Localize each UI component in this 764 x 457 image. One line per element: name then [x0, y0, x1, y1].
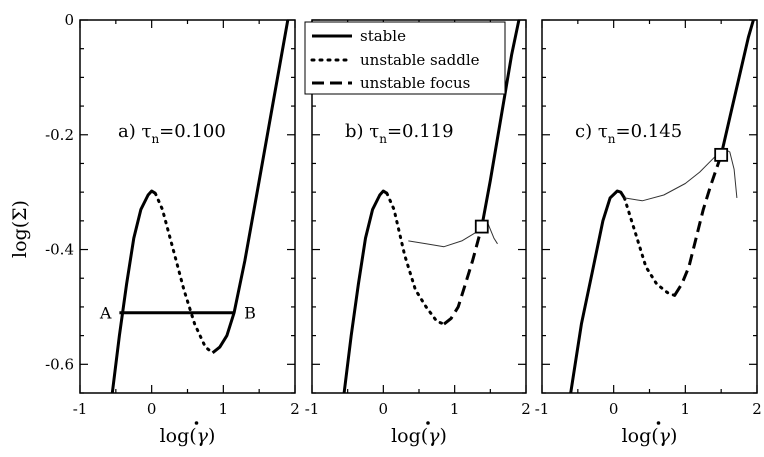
legend-label-focus: unstable focus: [360, 74, 470, 92]
x-tick-label: 0: [379, 400, 389, 418]
panel-a: -1 0 1 2 0 -0.2 -0.4 -0.6 A Ba) τn=0.100: [45, 11, 300, 418]
legend: stable unstable saddle unstable focus: [304, 21, 506, 95]
x-tick-label: -1: [535, 400, 550, 418]
legend-label-stable: stable: [360, 27, 406, 45]
gamma-dot: [426, 421, 430, 425]
y-axis-label: log(Σ): [9, 200, 31, 258]
y-tick-label: -0.6: [45, 355, 74, 373]
x-tick-label: 0: [147, 400, 157, 418]
series-dotted-1: [153, 191, 215, 355]
series-dotted-1: [385, 191, 446, 326]
x-tick-label: 1: [681, 400, 691, 418]
x-axis-label: log(γ): [622, 425, 678, 447]
legend-label-saddle: unstable saddle: [360, 51, 480, 69]
intersection-marker: [474, 219, 489, 234]
x-axis-label: log(γ): [391, 425, 447, 447]
x-tick-label: 2: [521, 400, 531, 418]
point-label-a: A: [99, 304, 112, 323]
y-tick-label: -0.4: [45, 241, 74, 259]
x-tick-label: 1: [219, 400, 229, 418]
x-tick-label: 2: [290, 400, 300, 418]
y-tick-label: -0.2: [45, 126, 74, 144]
gamma-dot: [656, 421, 661, 425]
series-solid-0: [569, 189, 626, 394]
gamma-dot: [194, 421, 199, 425]
series-thin-4: [624, 148, 738, 202]
panel-label: c) τn=0.145: [575, 121, 682, 146]
x-tick-label: 2: [752, 400, 762, 418]
series-solid-0: [342, 189, 388, 394]
series-dashed-2: [673, 154, 723, 297]
panel-b: -1 0 1 2 b) τn=0.119: [305, 19, 531, 418]
series-solid-3: [719, 19, 755, 156]
panel-c: -1 0 1 2 c) τn=0.145: [535, 19, 762, 418]
series-dotted-1: [622, 196, 677, 297]
panel-frame: [79, 19, 296, 394]
x-tick-label: -1: [305, 400, 320, 418]
series-solid-3: [480, 19, 521, 227]
x-tick-label: 0: [609, 400, 619, 418]
y-tick-label: 0: [64, 11, 74, 29]
series-solid-2: [211, 19, 290, 354]
x-tick-label: 1: [450, 400, 460, 418]
series-thin-4: [408, 220, 498, 248]
series-solid-0: [110, 189, 157, 394]
intersection-marker: [714, 147, 729, 162]
point-label-b: B: [244, 304, 256, 323]
panel-label: b) τn=0.119: [345, 121, 454, 146]
panel-label: a) τn=0.100: [118, 121, 226, 146]
x-axis-label: log(γ): [160, 425, 216, 447]
x-tick-label: -1: [73, 400, 88, 418]
series-dashed-2: [443, 226, 484, 326]
panel-frame: [541, 19, 758, 394]
